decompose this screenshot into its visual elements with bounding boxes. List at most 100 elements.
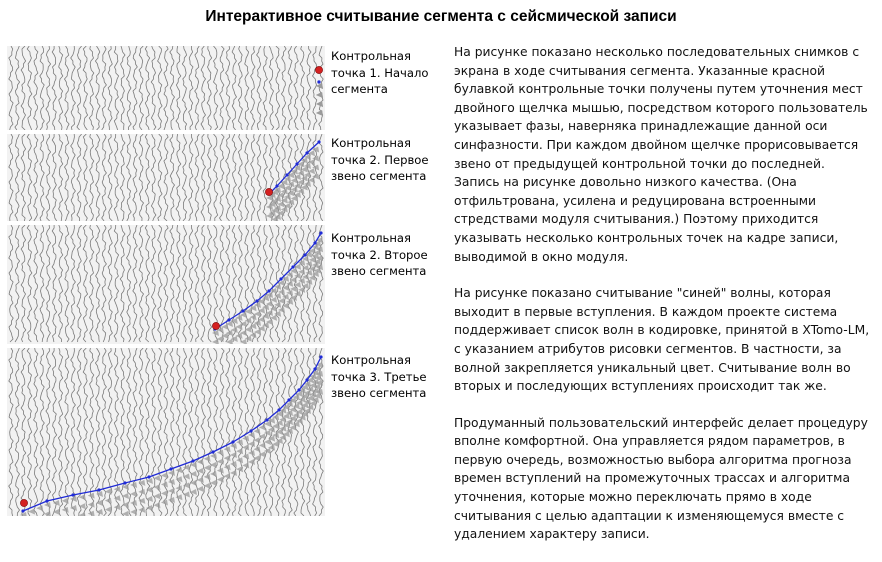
pick-point: [313, 241, 317, 245]
pick-line: [22, 356, 322, 512]
wiggle-wedge: [258, 433, 266, 440]
wiggle-wedge: [160, 490, 168, 497]
wiggle-wedge: [280, 179, 288, 186]
seismic-trace: [150, 46, 157, 130]
wiggle-wedge: [235, 314, 243, 321]
seismic-panel-2[interactable]: [7, 134, 325, 221]
panel-caption-3: Контрольная точка 2. Второе звено сегмен…: [331, 230, 431, 280]
wiggle-wedge: [203, 464, 211, 471]
seismic-trace: [219, 348, 225, 516]
seismic-trace: [88, 134, 95, 221]
seismic-trace: [144, 225, 151, 343]
seismic-trace: [20, 134, 27, 221]
wiggle-wedge: [249, 323, 257, 330]
seismic-trace: [101, 46, 107, 130]
pick-point: [123, 481, 127, 485]
wiggle-wedge: [314, 249, 322, 256]
wiggle-wedge: [300, 157, 308, 164]
seismic-trace: [318, 225, 324, 343]
pick-point: [277, 408, 281, 412]
seismic-trace: [63, 348, 70, 516]
wiggle-wedge: [266, 292, 273, 298]
wiggle-wedge: [266, 319, 273, 325]
wiggle-wedge: [302, 274, 309, 280]
wiggle-wedge: [298, 286, 306, 293]
wiggle-wedge: [274, 214, 281, 220]
wiggle-wedge: [282, 413, 290, 420]
seismic-trace: [175, 348, 182, 516]
seismic-panel-1[interactable]: [7, 46, 325, 130]
wiggle-wedge: [203, 455, 211, 462]
wiggle-wedge: [28, 508, 36, 515]
wiggle-wedge: [294, 281, 302, 288]
pick-point: [285, 173, 289, 177]
wiggle-wedge: [240, 321, 247, 327]
wiggle-wedge: [78, 503, 86, 510]
seismic-trace: [14, 134, 21, 221]
seismic-trace: [268, 225, 275, 343]
wiggle-wedge: [278, 289, 285, 295]
seismic-trace: [287, 46, 293, 130]
seismic-trace: [94, 348, 101, 516]
seismic-trace: [8, 134, 14, 221]
seismic-trace: [169, 134, 175, 221]
wiggle-wedge: [292, 421, 300, 428]
wiggle-wedge: [286, 271, 294, 278]
wiggle-wedge: [294, 192, 301, 198]
seismic-trace: [169, 46, 175, 130]
wiggle-wedge: [236, 439, 244, 446]
seismic-trace: [138, 225, 144, 343]
seismogram-canvas-4[interactable]: [7, 348, 325, 516]
wiggle-wedge: [304, 399, 311, 405]
seismic-trace: [64, 225, 70, 343]
seismic-panel-4[interactable]: [7, 348, 325, 516]
wiggle-wedge: [292, 412, 300, 419]
wiggle-wedge: [244, 335, 252, 342]
seismic-trace: [113, 134, 120, 221]
wiggle-wedge: [175, 467, 183, 474]
wiggle-wedge: [262, 295, 270, 302]
wiggle-wedge: [266, 301, 273, 307]
seismic-trace: [181, 46, 188, 130]
wiggle-wedge: [122, 511, 129, 516]
pick-point: [291, 265, 295, 269]
wiggle-wedge: [290, 277, 297, 283]
seismic-trace: [150, 225, 157, 343]
seismic-trace: [70, 46, 76, 130]
seismic-trace: [51, 46, 57, 130]
wiggle-wedge: [316, 101, 323, 107]
wiggle-wedge: [216, 449, 224, 456]
seismic-trace: [299, 225, 306, 343]
wiggle-wedge: [190, 489, 197, 495]
seismogram-canvas-1[interactable]: [7, 46, 325, 130]
wiggle-wedge: [300, 166, 308, 173]
wiggle-wedge: [316, 92, 323, 98]
wiggle-wedge: [242, 453, 250, 460]
seismic-trace: [293, 46, 299, 130]
wiggle-wedge: [270, 296, 278, 303]
caption-line: точка 2. Первое: [331, 152, 429, 167]
wiggle-wedge: [312, 397, 319, 403]
wiggle-wedge: [203, 473, 211, 480]
wiggle-wedge: [44, 502, 51, 508]
seismic-trace: [213, 46, 219, 130]
wiggle-wedge: [300, 175, 308, 182]
wiggle-wedge: [309, 400, 317, 407]
wiggle-wedge: [290, 168, 298, 175]
caption-line: точка 1. Начало: [331, 65, 429, 80]
seismic-panel-3[interactable]: [7, 225, 325, 344]
seismic-trace: [200, 348, 207, 516]
seismic-trace: [163, 134, 169, 221]
seismogram-canvas-3[interactable]: [7, 225, 325, 344]
wiggle-wedge: [182, 482, 190, 489]
wiggle-wedge: [292, 403, 300, 410]
wiggle-wedge: [314, 365, 322, 372]
seismic-trace: [206, 348, 213, 516]
wiggle-wedge: [312, 146, 320, 153]
wiggle-wedge: [279, 407, 287, 414]
seismic-trace: [39, 348, 45, 516]
seismic-trace: [8, 348, 14, 516]
wiggle-wedge: [297, 170, 305, 177]
seismic-trace: [213, 134, 219, 221]
seismogram-canvas-2[interactable]: [7, 134, 325, 221]
